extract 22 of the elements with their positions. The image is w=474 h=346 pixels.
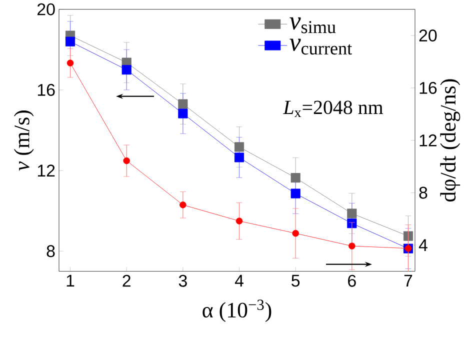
x-tick-label: 4 (234, 274, 244, 286)
y2-tick-label: 20 (419, 29, 437, 42)
x-tick-label: 3 (178, 274, 187, 287)
y2-tick-label: 8 (419, 186, 428, 199)
x-tick-label: 5 (292, 274, 300, 286)
y2-tick-label: 12 (420, 134, 436, 146)
y-tick-label: 16 (38, 84, 55, 96)
y2-axis-title: dφ/dt (deg/ns) (440, 79, 460, 202)
y-tick-label: 20 (38, 3, 55, 16)
x-tick-label: 6 (348, 274, 356, 287)
x-axis-title: α (10$^{−3}$) (202, 300, 272, 322)
legend-label: v$_{current}$ (290, 38, 352, 54)
y-tick-label: 8 (46, 245, 55, 258)
y-axis-title: v (m/s) (14, 110, 34, 171)
x-tick-label: 2 (122, 274, 130, 287)
y2-tick-label: 4 (418, 239, 428, 251)
x-tick-label: 7 (404, 274, 412, 286)
legend-label: v$_{simu}$ (290, 17, 336, 34)
x-tick-label: 1 (66, 274, 74, 286)
y-tick-label: 12 (38, 164, 55, 176)
y2-tick-label: 16 (420, 82, 437, 94)
annotation: L$_{x}$=2048 nm (283, 100, 384, 117)
